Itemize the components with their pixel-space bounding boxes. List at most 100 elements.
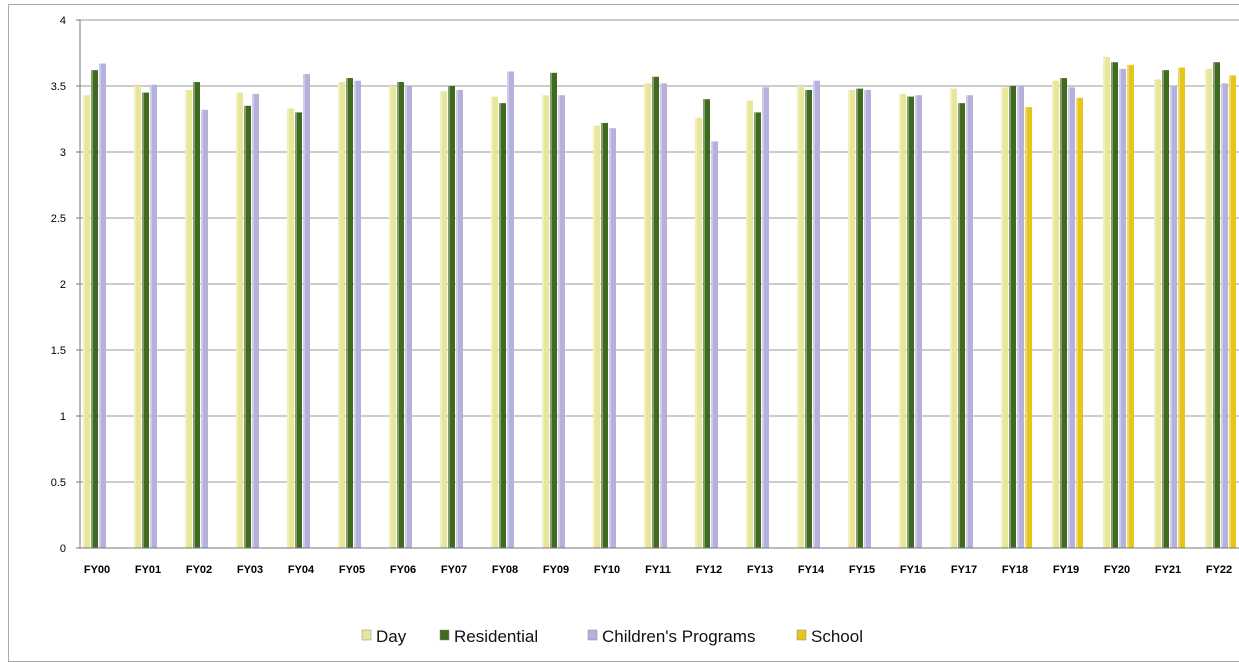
x-tick-label: FY09 (543, 564, 569, 576)
legend-swatch-residential (439, 629, 450, 641)
bar-highlight (1127, 64, 1129, 548)
x-tick-label: FY02 (186, 564, 212, 576)
bar-day-fy00 (83, 95, 90, 549)
bar-highlight (99, 63, 101, 549)
x-tick-label: FY12 (696, 564, 722, 576)
x-tick-label: FY06 (390, 564, 416, 576)
bar-highlight (1017, 86, 1019, 548)
bar-children-s-programs-fy17 (966, 95, 973, 549)
legend-label: School (811, 627, 863, 646)
bar-children-s-programs-fy07 (456, 89, 463, 549)
bar-day-fy17 (950, 88, 957, 548)
bar-highlight (1119, 68, 1121, 548)
bar-highlight (899, 93, 901, 549)
bar-children-s-programs-fy08 (507, 71, 514, 548)
legend: Day Residential Children's Programs School (361, 627, 863, 646)
bar-children-s-programs-fy16 (915, 95, 922, 549)
bar-day-fy08 (491, 96, 498, 548)
bar-highlight (491, 96, 493, 548)
bar-highlight (805, 89, 807, 549)
axis-layer: 0 0.5 1 1.5 2 2.5 3 3.5 4 FY00 FY01 FY02 FY03 FY04 FY0… (51, 15, 1239, 576)
bar-highlight (1076, 97, 1078, 548)
legend-swatch-children-s-programs (587, 629, 598, 641)
bar-highlight (797, 86, 799, 548)
bar-day-fy18 (1001, 87, 1008, 548)
bar-residential-fy01 (142, 92, 149, 548)
bar-day-fy12 (695, 117, 702, 549)
bar-highlight (907, 96, 909, 548)
x-tick-label: FY00 (84, 564, 110, 576)
bar-day-fy19 (1052, 80, 1059, 548)
bar-highlight (754, 112, 756, 549)
bar-residential-fy05 (346, 78, 353, 548)
x-tick-label: FY21 (1155, 564, 1181, 576)
x-tick-label: FY01 (135, 564, 161, 576)
bar-highlight (966, 95, 968, 549)
x-tick-label: FY11 (645, 564, 671, 576)
bar-day-fy10 (593, 125, 600, 548)
x-tick-label: FY18 (1002, 564, 1028, 576)
bar-residential-fy04 (295, 112, 302, 549)
bar-highlight (499, 103, 501, 548)
bar-highlight (856, 88, 858, 548)
bar-school-fy21 (1178, 67, 1185, 549)
y-tick-label: 1.5 (51, 345, 66, 357)
bar-highlight (193, 82, 195, 548)
bar-highlight (593, 125, 595, 548)
bar-day-fy01 (134, 86, 141, 548)
bar-highlight (287, 108, 289, 548)
bar-highlight (1221, 83, 1223, 549)
x-tick-label: FY20 (1104, 564, 1130, 576)
bar-highlight (1170, 86, 1172, 548)
bar-highlight (950, 88, 952, 548)
x-tick-label: FY10 (594, 564, 620, 576)
bar-residential-fy22 (1213, 62, 1220, 549)
bar-highlight (397, 82, 399, 548)
x-tick-label: FY16 (900, 564, 926, 576)
bar-residential-fy06 (397, 82, 404, 548)
bar-highlight (695, 117, 697, 549)
bar-children-s-programs-fy18 (1017, 86, 1024, 548)
bar-day-fy04 (287, 108, 294, 548)
y-tick-label: 4 (60, 15, 66, 27)
legend-label: Day (376, 627, 407, 646)
bar-day-fy14 (797, 86, 804, 548)
y-tick-label: 2.5 (51, 213, 66, 225)
y-tick-label: 3.5 (51, 81, 66, 93)
bar-highlight (507, 71, 509, 548)
bar-day-fy11 (644, 83, 651, 549)
bar-residential-fy11 (652, 76, 659, 548)
x-tick-label: FY05 (339, 564, 365, 576)
bar-children-s-programs-fy15 (864, 89, 871, 549)
bar-day-fy05 (338, 82, 345, 548)
y-tick-label: 3 (60, 147, 66, 159)
bar-residential-fy21 (1162, 70, 1169, 548)
bar-children-s-programs-fy19 (1068, 87, 1075, 548)
bar-highlight (1060, 78, 1062, 548)
bar-highlight (440, 91, 442, 548)
bar-highlight (915, 95, 917, 549)
bar-highlight (644, 83, 646, 549)
bar-highlight (601, 122, 603, 549)
bar-highlight (652, 76, 654, 548)
bar-day-fy21 (1154, 79, 1161, 549)
bar-day-fy07 (440, 91, 447, 548)
bar-highlight (746, 100, 748, 549)
bar-residential-fy03 (244, 105, 251, 549)
bar-children-s-programs-fy02 (201, 109, 208, 548)
bar-residential-fy17 (958, 103, 965, 548)
bar-highlight (1162, 70, 1164, 548)
bar-highlight (83, 95, 85, 549)
x-tick-label: FY04 (288, 564, 315, 576)
bar-highlight (1205, 68, 1207, 548)
bar-highlight (354, 80, 356, 548)
bar-residential-fy09 (550, 72, 557, 549)
bar-highlight (201, 109, 203, 548)
bar-highlight (389, 86, 391, 548)
bar-residential-fy10 (601, 122, 608, 549)
bar-highlight (558, 95, 560, 549)
bar-residential-fy02 (193, 82, 200, 548)
x-tick-label: FY17 (951, 564, 977, 576)
bar-residential-fy19 (1060, 78, 1067, 548)
